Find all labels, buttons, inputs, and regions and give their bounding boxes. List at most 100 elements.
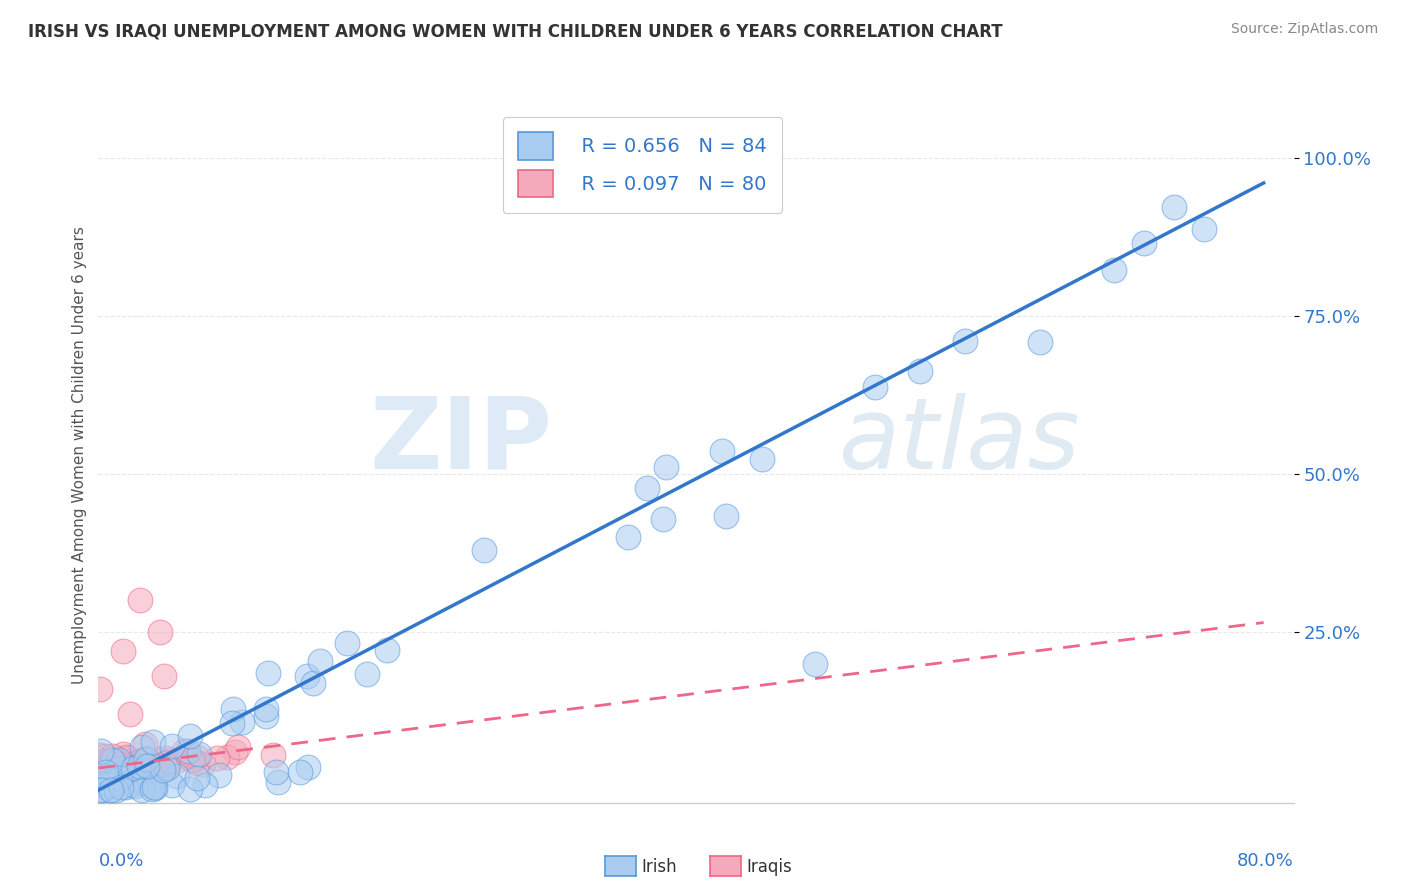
Point — [257, 666, 280, 681]
Point — [143, 780, 166, 795]
Point — [91, 782, 114, 797]
Point — [143, 780, 166, 794]
Point — [179, 781, 201, 796]
Point — [105, 768, 128, 782]
Point — [87, 764, 110, 779]
Point — [865, 380, 887, 394]
Point — [135, 759, 157, 773]
Point — [267, 775, 290, 789]
Point — [1163, 200, 1185, 214]
Point — [205, 751, 228, 765]
Point — [110, 780, 132, 795]
Point — [652, 512, 675, 526]
Point — [135, 752, 157, 766]
Point — [100, 783, 122, 797]
Point — [295, 669, 318, 683]
Point — [98, 761, 121, 775]
Point — [714, 508, 737, 523]
Point — [207, 768, 229, 782]
Point — [89, 763, 111, 777]
Point — [134, 738, 156, 752]
Point — [91, 765, 114, 780]
Point — [153, 756, 176, 770]
Point — [93, 764, 115, 779]
Point — [131, 782, 153, 797]
Point — [87, 766, 110, 780]
Point — [98, 778, 121, 792]
Point — [217, 750, 239, 764]
Point — [129, 593, 152, 607]
Point — [117, 764, 139, 779]
Point — [155, 756, 177, 771]
Point — [91, 770, 114, 784]
Text: ZIP: ZIP — [370, 392, 553, 490]
Point — [125, 764, 148, 779]
Point — [89, 783, 111, 797]
Point — [112, 644, 135, 658]
Point — [100, 783, 122, 797]
Point — [160, 739, 183, 753]
Point — [953, 334, 976, 348]
Text: atlas: atlas — [839, 392, 1081, 490]
Point — [96, 757, 118, 772]
Point — [180, 752, 202, 766]
Point — [138, 757, 160, 772]
Point — [125, 755, 148, 769]
Point — [94, 756, 117, 771]
Point — [254, 702, 277, 716]
Point — [132, 759, 155, 773]
Point — [159, 754, 181, 768]
Point — [710, 443, 733, 458]
Point — [224, 745, 246, 759]
Point — [176, 744, 198, 758]
Point — [115, 770, 138, 784]
Text: IRISH VS IRAQI UNEMPLOYMENT AMONG WOMEN WITH CHILDREN UNDER 6 YEARS CORRELATION : IRISH VS IRAQI UNEMPLOYMENT AMONG WOMEN … — [28, 22, 1002, 40]
Point — [222, 702, 245, 716]
Point — [131, 740, 153, 755]
Point — [87, 747, 110, 762]
Point — [356, 667, 378, 681]
Point — [111, 747, 134, 761]
Point — [100, 762, 122, 776]
Point — [111, 765, 134, 780]
Point — [97, 764, 120, 779]
Text: Iraqis: Iraqis — [747, 858, 793, 876]
Point — [107, 767, 129, 781]
Point — [160, 778, 183, 792]
Point — [93, 754, 115, 768]
Point — [142, 778, 165, 792]
Point — [173, 744, 195, 758]
Point — [91, 761, 114, 775]
Point — [288, 765, 311, 780]
Y-axis label: Unemployment Among Women with Children Under 6 years: Unemployment Among Women with Children U… — [72, 226, 87, 684]
Point — [221, 715, 243, 730]
Point — [155, 751, 177, 765]
Point — [112, 763, 135, 777]
Point — [105, 783, 128, 797]
Point — [114, 780, 136, 795]
Point — [135, 759, 157, 773]
Point — [142, 735, 165, 749]
Point — [166, 769, 188, 783]
Point — [98, 760, 121, 774]
Point — [122, 761, 145, 775]
Point — [262, 747, 284, 762]
Point — [96, 769, 118, 783]
Point — [96, 765, 118, 780]
Point — [105, 755, 128, 769]
Point — [101, 779, 124, 793]
Point — [97, 774, 120, 789]
Point — [105, 767, 128, 781]
Text: 80.0%: 80.0% — [1237, 852, 1294, 870]
Point — [254, 709, 277, 723]
Point — [751, 452, 773, 467]
Point — [148, 752, 170, 766]
Point — [108, 771, 131, 785]
Point — [100, 780, 122, 794]
Point — [194, 779, 217, 793]
Point — [132, 776, 155, 790]
Point — [264, 764, 287, 779]
Point — [101, 748, 124, 763]
Point — [297, 760, 319, 774]
Point — [90, 766, 112, 780]
